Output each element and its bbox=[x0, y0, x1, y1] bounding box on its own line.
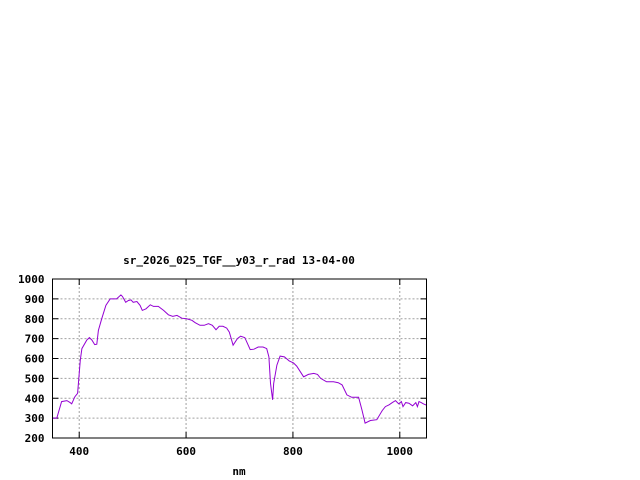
y-tick-label: 700 bbox=[25, 333, 45, 346]
x-axis-label: nm bbox=[232, 465, 246, 478]
y-tick-label: 500 bbox=[25, 372, 45, 385]
x-tick-label: 600 bbox=[176, 445, 196, 458]
series-line bbox=[52, 294, 427, 424]
y-tick-label: 600 bbox=[25, 353, 45, 366]
grid bbox=[52, 279, 427, 438]
chart-title: sr_2026_025_TGF__y03_r_rad 13-04-00 bbox=[123, 254, 355, 267]
y-tick-label: 400 bbox=[25, 392, 45, 405]
x-tick-label: 1000 bbox=[387, 445, 414, 458]
plot-border bbox=[52, 278, 427, 439]
y-tick-label: 1000 bbox=[18, 273, 45, 286]
x-tick-label: 800 bbox=[283, 445, 303, 458]
y-tick-label: 300 bbox=[25, 412, 45, 425]
x-tick-label: 400 bbox=[69, 445, 89, 458]
y-tick-label: 900 bbox=[25, 293, 45, 306]
axis-ticks: 200 300 400 500 600 700 800 900 1000 400 600 800 100… bbox=[18, 273, 427, 458]
y-tick-label: 200 bbox=[25, 432, 45, 445]
y-tick-label: 800 bbox=[25, 313, 45, 326]
